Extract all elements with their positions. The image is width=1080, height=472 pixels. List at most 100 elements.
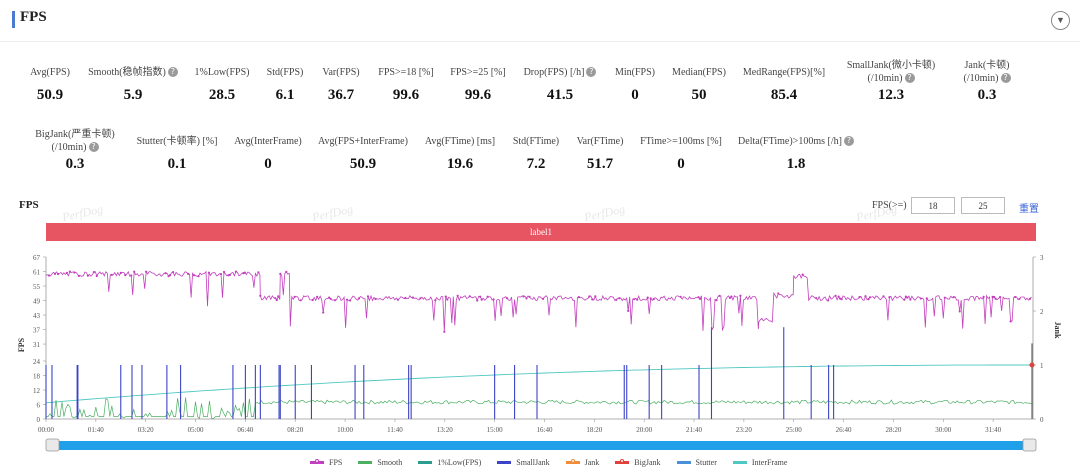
y-tick-label: 49 [33, 298, 41, 306]
watermark: PerfDog [60, 201, 105, 225]
reset-link[interactable]: 重置 [1019, 204, 1039, 215]
y-tick-label: 24 [33, 358, 41, 366]
section-header: FPS ▼ [0, 0, 1080, 42]
help-icon[interactable]: ? [586, 67, 597, 77]
metric-delta-ftime-100ms-h: Delta(FTime)>100ms [/h]? 1.8 [731, 129, 861, 173]
label-band[interactable]: label1 [46, 223, 1036, 241]
metric-value: 99.6 [464, 87, 492, 103]
metric-label: Var(FPS) [322, 66, 360, 78]
y-tick-label: 55 [33, 283, 41, 291]
legend-item[interactable]: 1%Low(FPS) [418, 456, 481, 468]
metric-1-low-fps: 1%Low(FPS) 28.5 [164, 60, 280, 104]
legend-item[interactable]: InterFrame [732, 456, 788, 468]
y-tick-label: 61 [33, 269, 41, 277]
metric-value: 36.7 [327, 87, 355, 103]
legend-swatch-icon [615, 458, 630, 464]
metric-drop-fps-h: Drop(FPS) [/h]? 41.5 [502, 60, 618, 104]
metric-value: 41.5 [546, 87, 574, 103]
x-tick-label: 01:40 [88, 426, 104, 434]
legend-item[interactable]: SmallJank [497, 456, 550, 468]
x-tick-label: 11:40 [387, 426, 403, 434]
chevron-down-icon[interactable]: ▼ [1051, 11, 1070, 30]
metric-value: 5.9 [123, 87, 143, 103]
metric-value: 0.3 [977, 87, 997, 103]
fps-threshold-input-1[interactable] [911, 197, 955, 214]
metric-fps-18: FPS>=18 [%] 99.6 [348, 60, 464, 104]
x-tick-label: 16:40 [537, 426, 553, 434]
x-tick-label: 08:20 [287, 426, 303, 434]
metric-value: 50.9 [36, 87, 64, 103]
metric-label: Std(FTime) [512, 135, 560, 147]
legend-swatch-icon [565, 458, 580, 464]
metric-value: 0 [264, 156, 272, 172]
help-icon[interactable]: ? [1000, 73, 1011, 84]
metric-value: 85.4 [770, 87, 798, 103]
zoom-handle-right[interactable] [1022, 438, 1037, 452]
y-tick-label: 12 [33, 387, 41, 395]
legend-label: Jank [584, 457, 600, 467]
y-tick-label: 31 [33, 341, 41, 349]
chart-title: FPS [19, 199, 39, 211]
metric-smalljank: SmallJank(微小卡顿) (/10min)? 12.3 [833, 60, 949, 104]
metric-median-fps: Median(FPS) 50 [641, 60, 757, 104]
zoom-handle-left[interactable] [45, 438, 60, 452]
accent-bar [12, 11, 15, 28]
metric-value: 12.3 [877, 87, 905, 103]
x-tick-label: 23:20 [736, 426, 752, 434]
metric-stutter: Stutter(卡顿率) [%] 0.1 [112, 129, 242, 173]
y2-tick-label: 1 [1040, 362, 1044, 370]
metric-avg-fps-interframe: Avg(FPS+InterFrame) 50.9 [298, 129, 428, 173]
metric-label: Avg(InterFrame) [234, 135, 302, 147]
legend-item[interactable]: Stutter [676, 456, 717, 468]
x-tick-label: 06:40 [237, 426, 253, 434]
x-tick-label: 31:40 [985, 426, 1001, 434]
interframe-line [45, 364, 1033, 404]
help-icon[interactable]: ? [843, 136, 854, 146]
y-tick-label: 37 [33, 327, 41, 335]
x-tick-label: 00:00 [38, 426, 54, 434]
help-icon[interactable]: ? [904, 73, 915, 84]
x-tick-label: 10:00 [337, 426, 353, 434]
legend-item[interactable]: Jank [565, 456, 600, 468]
y2-tick-label: 0 [1040, 416, 1044, 424]
metric-ftime-100ms: FTime>=100ms [%] 0 [616, 129, 746, 173]
legend-swatch-icon [310, 458, 324, 464]
legend-swatch-icon [358, 460, 373, 464]
metric-label: 1%Low(FPS) [194, 66, 250, 78]
metric-label: Var(FTime) [576, 135, 624, 147]
chart-legend: FPS Smooth 1%Low(FPS) SmallJank Jank BigJank S… [310, 456, 803, 468]
metric-label: Avg(FTime) [ms] [424, 135, 496, 147]
x-tick-label: 25:00 [786, 426, 802, 434]
y2-tick-label: 2 [1040, 308, 1044, 316]
x-tick-label: 20:00 [636, 426, 652, 434]
help-icon[interactable]: ? [167, 67, 178, 77]
metric-label: Delta(FTime)>100ms [/h]? [731, 129, 861, 153]
help-icon[interactable]: ? [88, 142, 99, 153]
metric-var-fps: Var(FPS) 36.7 [283, 60, 399, 104]
legend-label: FPS [329, 457, 343, 467]
legend-item[interactable]: BigJank [615, 456, 661, 468]
metric-value: 7.2 [526, 156, 546, 172]
legend-item[interactable]: Smooth [358, 456, 402, 468]
metric-avg-ftime-ms: Avg(FTime) [ms] 19.6 [395, 129, 525, 173]
legend-label: BigJank [634, 457, 661, 467]
metric-value: 0.1 [167, 156, 187, 172]
metric-value: 50.9 [349, 156, 377, 172]
legend-swatch-icon [676, 460, 691, 464]
y-axis-label: FPS [17, 337, 26, 352]
metric-std-ftime: Std(FTime) 7.2 [471, 129, 601, 173]
metric-label: BigJank(严重卡顿) (/10min)? [35, 129, 115, 153]
metric-value: 1.8 [786, 156, 806, 172]
fps-threshold-input-2[interactable] [961, 197, 1005, 214]
legend-swatch-icon [732, 460, 747, 464]
x-tick-label: 15:00 [487, 426, 503, 434]
x-tick-label: 03:20 [138, 426, 154, 434]
legend-label: InterFrame [751, 457, 788, 467]
metric-avg-fps: Avg(FPS) 50.9 [0, 60, 108, 104]
legend-item[interactable]: FPS [310, 456, 342, 468]
metric-value: 51.7 [586, 156, 614, 172]
metric-label: FPS>=25 [%] [450, 66, 506, 78]
legend-swatch-icon [418, 460, 433, 464]
metric-label: Jank(卡顿) (/10min)? [963, 60, 1011, 84]
